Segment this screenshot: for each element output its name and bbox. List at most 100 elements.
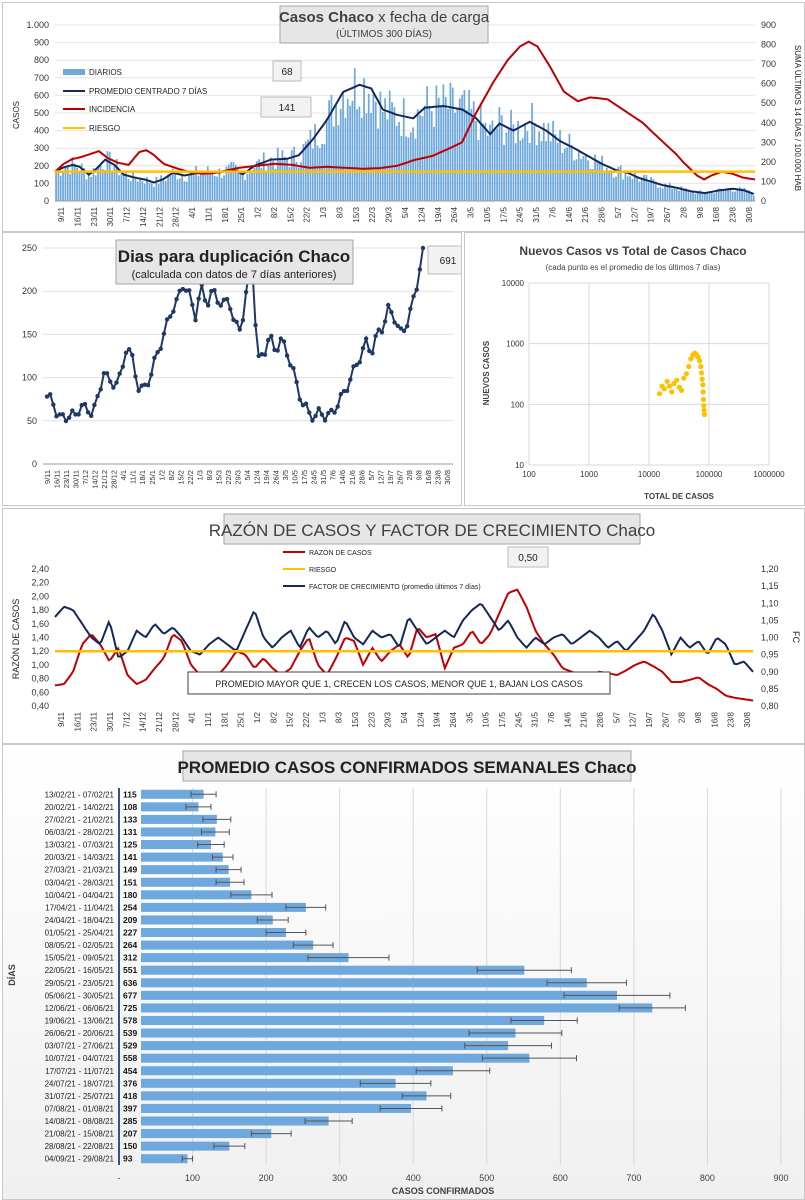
duplicacion-point (149, 372, 154, 377)
razon-xtick: 8/3 (335, 711, 344, 723)
razon-chart: 0,40 0,60 0,80 1,00 1,20 1,40 1,60 1,80 2,00 2,20… (11, 513, 801, 732)
annotation-incid-box (260, 96, 312, 118)
casos-y2tick: 900 (761, 20, 776, 30)
scatter-point (700, 396, 707, 403)
casos-daily-bar (342, 92, 344, 201)
casos-daily-bar (171, 168, 174, 201)
casos-daily-bar (223, 175, 225, 201)
casos-daily-bar (433, 126, 435, 201)
scatter-point (679, 387, 685, 393)
duplicacion-point (288, 363, 293, 368)
casos-xtick: 9/11 (57, 206, 66, 222)
casos-daily-bar (524, 123, 526, 201)
casos-daily-bar (752, 195, 755, 201)
semanal-title-box (182, 750, 632, 782)
semanal-value-label: 180 (123, 890, 137, 900)
casos-daily-bar (624, 171, 627, 201)
semanal-xtick: 600 (553, 1173, 568, 1183)
legend-promedio: PROMEDIO CENTRADO 7 DÍAS (89, 87, 207, 96)
duplicacion-point (218, 303, 223, 308)
casos-daily-bar (316, 145, 319, 201)
semanal-xtick: 300 (332, 1173, 347, 1183)
casos-y2label: SUMA ÚLTIMOS 14 DÍAS / 100.000 HAB (793, 45, 802, 191)
casos-daily-bar (311, 148, 314, 201)
casos-y2tick: 800 (761, 40, 776, 50)
casos-daily-bar (414, 138, 417, 201)
casos-daily-bar (440, 106, 442, 201)
casos-y2tick: 500 (761, 98, 776, 108)
casos-daily-bar (307, 139, 309, 201)
casos-daily-bar (330, 94, 333, 201)
casos-daily-bar (407, 137, 410, 201)
casos-daily-bar (148, 182, 151, 201)
casos-daily-bar (603, 173, 606, 201)
casos-daily-bar (493, 128, 496, 201)
razon-ytick: 1,80 (31, 605, 49, 615)
duplicacion-point (341, 388, 347, 394)
casos-daily-bar (288, 167, 291, 201)
duplicacion-xtick: 16/8 (424, 470, 433, 485)
duplicacion-point (348, 377, 353, 382)
semanal-bar (141, 953, 349, 963)
duplicacion-point (164, 317, 170, 322)
casos-daily-bar (568, 133, 571, 201)
casos-daily-bar (241, 173, 244, 201)
duplicacion-point (123, 350, 129, 356)
casos-ytick: 100 (34, 178, 49, 188)
casos-daily-bar (314, 124, 316, 201)
duplicacion-xtick: 7/6 (329, 470, 338, 480)
duplicacion-xtick: 23/8 (433, 470, 442, 485)
casos-ylabel: CASOS (12, 101, 21, 129)
razon-y2label: FC (791, 631, 801, 643)
casos-xtick: 3/5 (467, 206, 476, 218)
duplicacion-xtick: 5/7 (367, 470, 376, 480)
casos-daily-bar (339, 108, 342, 201)
casos-y2tick: 300 (761, 137, 776, 147)
duplicacion-point (275, 348, 280, 353)
casos-daily-bar (601, 155, 603, 201)
duplicacion-point (297, 397, 302, 402)
semanal-xtick: - (118, 1173, 121, 1183)
duplicacion-point (319, 412, 325, 417)
semanal-bar (141, 990, 617, 1000)
razon-xtick: 30/11 (106, 711, 115, 731)
duplicacion-xtick: 30/8 (443, 470, 452, 485)
casos-daily-bar (398, 122, 400, 201)
duplicacion-point (414, 287, 419, 292)
casos-daily-bar (246, 173, 249, 201)
casos-xtick: 29/3 (385, 206, 394, 222)
casos-daily-bar (689, 192, 692, 201)
casos-daily-bar (192, 171, 195, 201)
casos-daily-bar (505, 132, 508, 201)
casos-daily-bar (211, 173, 214, 201)
casos-daily-bar (104, 170, 106, 201)
casos-daily-bar (80, 163, 83, 201)
razon-ylabel: RAZÓN DE CASOS (11, 599, 21, 680)
casos-daily-bar (722, 189, 725, 201)
casos-daily-bar (731, 191, 734, 201)
casos-daily-bar (463, 90, 466, 201)
razon-chart-panel: 0,40 0,60 0,80 1,00 1,20 1,40 1,60 1,80 2,00 2,20… (2, 508, 805, 744)
razon-y2tick: 1,20 (761, 564, 779, 574)
razon-note: PROMEDIO MAYOR QUE 1, CRECEN LOS CASOS, … (215, 679, 582, 689)
duplicacion-xtick: 1/3 (195, 470, 204, 480)
duplicacion-point (95, 393, 100, 399)
casos-daily-bar (678, 190, 680, 201)
duplicacion-point (316, 406, 321, 411)
semanal-category-label: 26/06/21 - 20/06/21 (45, 1029, 115, 1038)
casos-daily-bar (167, 174, 169, 201)
semanal-bar (141, 1116, 329, 1126)
annotation-avg: 68 (281, 67, 293, 78)
casos-daily-bar (458, 98, 461, 201)
casos-daily-bar (286, 159, 288, 201)
casos-daily-bar (409, 132, 412, 201)
casos-ytick: 400 (34, 126, 49, 136)
casos-daily-bar (92, 168, 95, 201)
duplicacion-xtick: 19/7 (386, 470, 395, 485)
duplicacion-ytick: 200 (22, 286, 37, 296)
duplicacion-point (212, 288, 217, 293)
duplicacion-point (114, 380, 119, 385)
casos-daily-bar (279, 160, 281, 201)
duplicacion-point (168, 314, 173, 319)
semanal-category-label: 13/02/21 - 07/02/21 (45, 790, 115, 799)
